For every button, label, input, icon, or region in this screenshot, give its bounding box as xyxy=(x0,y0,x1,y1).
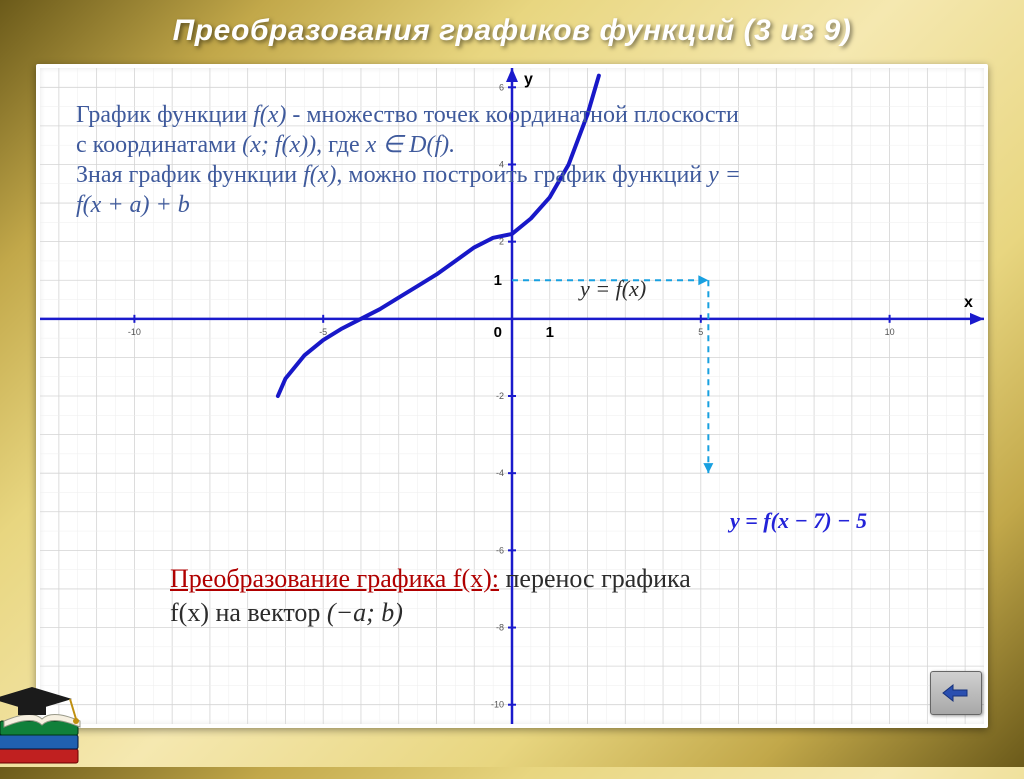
svg-text:1: 1 xyxy=(494,272,502,289)
svg-text:-10: -10 xyxy=(491,700,504,710)
description-text: График функции f(x) - множество точек ко… xyxy=(76,100,948,220)
content-panel: xy -10-5510-10-8-6-4-2246011 График функ… xyxy=(36,64,988,728)
curve-label: y = f(x) xyxy=(580,276,646,302)
t: , можно построить график функций xyxy=(336,162,708,188)
t: , где xyxy=(316,132,366,158)
svg-text:-2: -2 xyxy=(496,391,504,401)
svg-text:1: 1 xyxy=(546,324,554,341)
t: f(x) xyxy=(253,102,286,128)
t: x ∈ D(f). xyxy=(366,132,456,158)
t: Преобразование графика f(x): xyxy=(170,564,499,593)
svg-text:-6: -6 xyxy=(496,545,504,555)
t: с координатами xyxy=(76,132,242,158)
page-title: Преобразования графиков функций (3 из 9) xyxy=(0,0,1024,48)
svg-text:0: 0 xyxy=(494,324,502,341)
t: (−a; b) xyxy=(327,598,403,627)
prev-slide-button[interactable] xyxy=(930,671,982,715)
svg-text:-5: -5 xyxy=(319,327,327,337)
svg-text:6: 6 xyxy=(499,82,504,92)
svg-text:y: y xyxy=(524,71,533,88)
svg-text:10: 10 xyxy=(885,327,895,337)
t: перенос графика xyxy=(499,564,691,593)
books-decoration xyxy=(0,669,122,779)
t: - множество точек координатной плоскости xyxy=(286,102,739,128)
svg-text:-4: -4 xyxy=(496,468,504,478)
t: Зная график функции xyxy=(76,162,303,188)
t: f(x) xyxy=(303,162,336,188)
t: y = xyxy=(708,162,741,188)
svg-text:x: x xyxy=(964,294,973,311)
t: f(x) на вектор xyxy=(170,598,327,627)
svg-text:5: 5 xyxy=(698,327,703,337)
t: (x; f(x)) xyxy=(242,132,316,158)
svg-text:2: 2 xyxy=(499,237,504,247)
transformation-text: Преобразование графика f(x): перенос гра… xyxy=(170,562,954,630)
t: График функции xyxy=(76,102,253,128)
arrow-left-icon xyxy=(941,681,971,705)
shifted-curve-label: y = f(x − 7) − 5 xyxy=(730,508,867,534)
t: f(x + a) + b xyxy=(76,192,190,218)
svg-text:-10: -10 xyxy=(128,327,141,337)
